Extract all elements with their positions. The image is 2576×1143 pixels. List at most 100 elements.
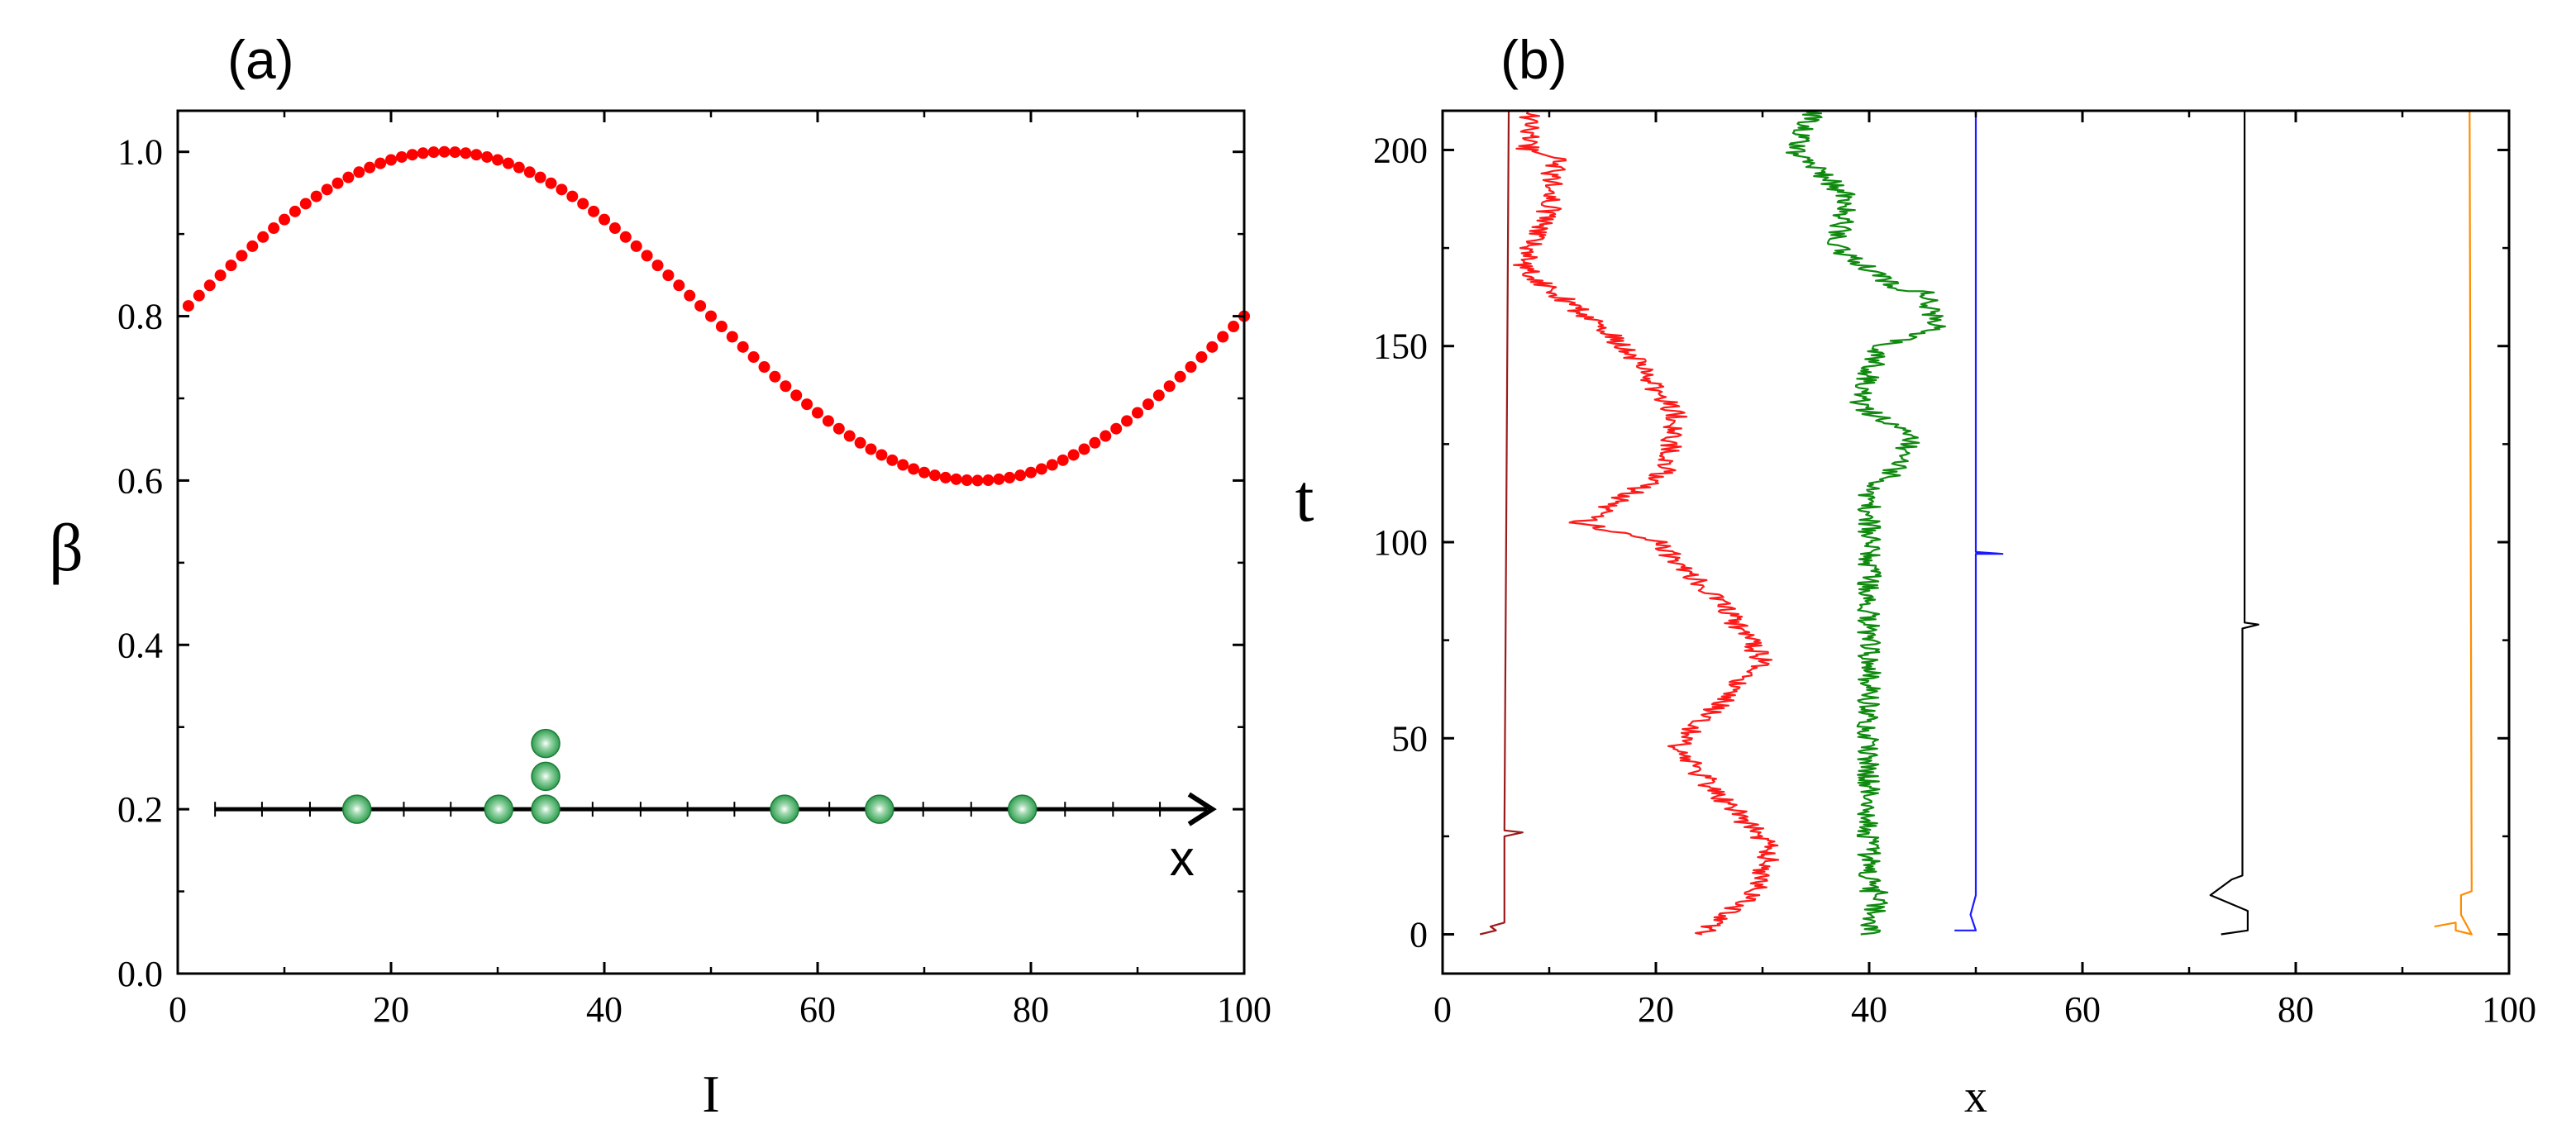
- beta-data-point: [577, 198, 589, 210]
- particle: [865, 794, 894, 824]
- particle: [770, 794, 799, 824]
- beta-data-point: [726, 331, 738, 343]
- beta-data-point: [865, 443, 877, 455]
- beta-data-point: [449, 146, 461, 159]
- beta-data-point: [257, 231, 270, 243]
- particle: [484, 794, 514, 824]
- beta-data-point: [599, 213, 610, 226]
- beta-data-point: [758, 361, 770, 374]
- beta-series: [182, 145, 1250, 487]
- panel-b-y-axis: 0 50 100 150 200: [1373, 130, 2509, 955]
- beta-data-point: [662, 269, 675, 282]
- panel-a-x-label: I: [702, 1064, 719, 1123]
- panel-a-y-tick-label: 0.4: [117, 625, 163, 665]
- beta-data-point: [608, 222, 621, 235]
- trajectory-dark-red: [1479, 111, 1524, 936]
- beta-data-point: [651, 260, 664, 272]
- beta-data-point: [427, 146, 440, 159]
- beta-data-point: [470, 149, 483, 161]
- beta-data-point: [854, 436, 866, 449]
- panel-a-frame: [176, 109, 1246, 975]
- beta-data-point: [1142, 398, 1154, 411]
- beta-data-point: [321, 183, 333, 196]
- beta-data-point: [1035, 463, 1047, 475]
- beta-data-point: [780, 380, 792, 393]
- beta-data-point: [289, 205, 301, 217]
- particle: [531, 728, 561, 759]
- beta-data-point: [1152, 389, 1165, 402]
- trajectory-red: [1513, 111, 1780, 936]
- beta-data-point: [715, 321, 727, 333]
- beta-data-point: [737, 341, 749, 353]
- beta-data-point: [385, 154, 397, 166]
- beta-data-point: [1195, 351, 1208, 364]
- trajectory-green: [1785, 111, 1946, 936]
- beta-data-point: [886, 454, 899, 466]
- beta-data-point: [939, 471, 952, 483]
- beta-data-point: [1057, 454, 1069, 466]
- panel-a-x-tick-label: 60: [799, 989, 836, 1030]
- panel-a-y-tick-label: 1.0: [117, 132, 163, 173]
- beta-data-point: [950, 473, 962, 485]
- panel-b-x-label: x: [1964, 1071, 1987, 1122]
- beta-data-point: [545, 177, 557, 189]
- beta-data-point: [395, 150, 408, 163]
- beta-data-point: [268, 222, 280, 235]
- beta-data-point: [1206, 341, 1219, 353]
- beta-data-point: [588, 205, 600, 217]
- beta-data-point: [214, 269, 227, 282]
- beta-data-point: [1046, 459, 1058, 471]
- panel-a-y-tick-label: 0.8: [117, 297, 163, 337]
- panel-b-x-tick-label: 80: [2278, 989, 2314, 1030]
- beta-data-point: [332, 177, 344, 189]
- beta-data-point: [406, 149, 418, 161]
- beta-data-point: [438, 145, 451, 158]
- panel-a-y-axis: 0.0 0.2 0.4 0.6 0.8 1.0: [117, 132, 1244, 994]
- beta-data-point: [556, 183, 568, 196]
- beta-data-point: [364, 161, 376, 174]
- panel-b-x-tick-label: 60: [2064, 989, 2101, 1030]
- beta-data-point: [1228, 321, 1240, 333]
- panel-a-y-tick-label: 0.6: [117, 460, 163, 501]
- particle-lattice-inset: x: [214, 728, 1217, 886]
- panel-a-y-tick-label: 0.2: [117, 789, 163, 830]
- beta-data-point: [299, 198, 312, 210]
- particle: [341, 794, 372, 824]
- beta-data-point: [1078, 443, 1090, 455]
- beta-data-point: [492, 154, 503, 166]
- panel-a-x-tick-label: 80: [1013, 989, 1049, 1030]
- beta-data-point: [1163, 380, 1176, 393]
- panel-a-x-tick-label: 100: [1217, 989, 1271, 1030]
- beta-data-point: [684, 289, 696, 302]
- beta-data-point: [481, 150, 494, 163]
- beta-data-point: [1025, 466, 1037, 479]
- lattice-axis-label: x: [1170, 831, 1195, 886]
- panel-a-x-tick-label: 20: [373, 989, 409, 1030]
- beta-data-point: [801, 398, 813, 411]
- beta-data-point: [182, 300, 194, 312]
- panel-b-x-tick-label: 100: [2482, 989, 2536, 1030]
- trajectory-blue: [1954, 111, 2004, 931]
- beta-data-point: [566, 190, 579, 202]
- panel-b-y-tick-label: 100: [1373, 522, 1428, 563]
- beta-data-point: [193, 289, 205, 302]
- beta-data-point: [374, 157, 387, 169]
- beta-data-point: [1121, 415, 1133, 427]
- beta-data-point: [875, 449, 888, 461]
- beta-data-point: [1185, 361, 1197, 374]
- beta-data-point: [203, 279, 216, 292]
- beta-data-point: [353, 166, 365, 179]
- beta-data-point: [705, 310, 717, 322]
- beta-data-point: [832, 422, 845, 435]
- beta-data-point: [822, 415, 834, 427]
- panel-b-y-tick-label: 200: [1373, 130, 1428, 170]
- panel-b-x-tick-label: 0: [1433, 989, 1452, 1030]
- panel-b-label: (b): [1500, 29, 1567, 90]
- panel-b-y-tick-label: 150: [1373, 326, 1428, 367]
- beta-data-point: [961, 474, 973, 487]
- beta-data-point: [630, 240, 642, 252]
- trajectory-orange: [2434, 111, 2473, 936]
- panel-b-y-tick-label: 50: [1391, 718, 1428, 759]
- beta-data-point: [673, 279, 685, 292]
